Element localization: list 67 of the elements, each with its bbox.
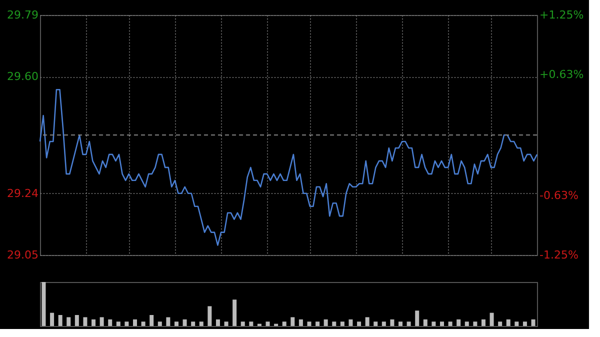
bar: [42, 282, 46, 326]
bar: [506, 319, 510, 326]
bar: [365, 317, 370, 326]
bar: [240, 322, 245, 326]
y-tick-label: 29.79: [7, 8, 38, 22]
bar: [357, 322, 362, 326]
bar: [298, 319, 303, 326]
bar: [382, 322, 386, 326]
bar: [266, 322, 270, 326]
bar: [464, 322, 469, 326]
bar: [74, 315, 79, 326]
bar: [316, 322, 320, 326]
bar: [133, 319, 138, 326]
bar: [481, 319, 486, 326]
bar: [116, 322, 120, 326]
y-tick-label: 29.24: [7, 186, 38, 200]
bar: [182, 319, 187, 326]
bar: [290, 317, 295, 326]
bar: [150, 315, 154, 326]
bar: [440, 322, 444, 326]
bar: [58, 315, 62, 326]
bar: [174, 322, 178, 326]
bar: [448, 322, 452, 326]
y-tick-label: 29.05: [7, 248, 38, 262]
bar: [423, 319, 428, 326]
bar: [340, 322, 344, 326]
bar: [100, 317, 104, 326]
bar: [490, 312, 494, 326]
bar: [398, 322, 403, 326]
bar: [332, 322, 336, 326]
y2-tick-label: +1.25%: [540, 8, 584, 22]
bar: [307, 322, 312, 326]
bar: [199, 322, 204, 326]
bar: [191, 322, 196, 326]
bar: [141, 322, 146, 326]
y-tick-label: 29.60: [7, 70, 38, 84]
bar: [531, 319, 536, 326]
bar: [232, 300, 237, 326]
y2-tick-label: -0.63%: [540, 188, 578, 202]
bar: [249, 322, 254, 326]
bar: [415, 310, 420, 326]
bar: [83, 317, 88, 326]
bar: [456, 319, 461, 326]
bar: [92, 319, 96, 326]
bar: [50, 312, 54, 326]
bar: [522, 322, 527, 326]
bar: [498, 322, 502, 326]
bar: [166, 317, 170, 326]
bar: [473, 322, 478, 326]
y2-tick-label: -1.25%: [540, 248, 578, 262]
bar: [390, 319, 394, 326]
bar: [432, 322, 436, 326]
bar: [406, 322, 411, 326]
bar: [216, 319, 220, 326]
bar: [514, 322, 519, 326]
bar: [348, 319, 353, 326]
bar: [124, 322, 129, 326]
line-series: [39, 88, 538, 246]
bar: [108, 319, 112, 326]
bar: [374, 322, 378, 326]
bar: [158, 322, 162, 326]
bar: [324, 319, 328, 326]
bar: [66, 317, 71, 326]
bar: [224, 322, 228, 326]
bar: [282, 322, 286, 326]
y2-tick-label: +0.63%: [540, 68, 584, 82]
bar: [208, 306, 212, 326]
